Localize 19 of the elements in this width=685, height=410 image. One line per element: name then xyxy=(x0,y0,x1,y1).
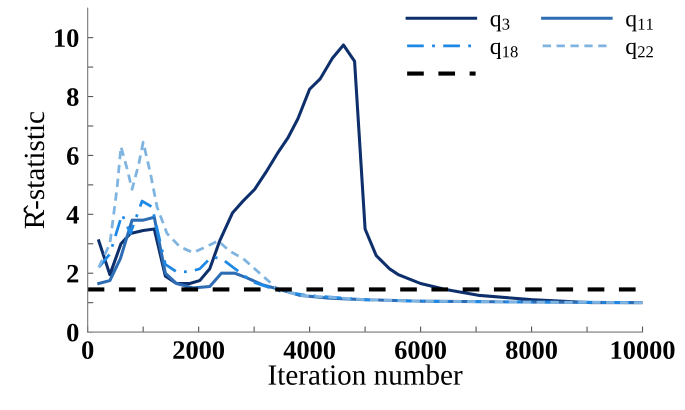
line-series xyxy=(97,140,643,304)
x-tick-label: 10000 xyxy=(612,341,675,360)
y-tick-label: 6 xyxy=(67,147,79,165)
y-tick-label: 2 xyxy=(67,264,78,282)
legend-label: q$_{18}$ xyxy=(490,42,518,59)
y-tick-label: 8 xyxy=(67,88,78,106)
y-tick-label: 4 xyxy=(66,206,79,224)
legend-label: q$_{3}$ xyxy=(490,14,510,32)
y-tick-label: 10 xyxy=(55,29,78,48)
x-tick-label: 4000 xyxy=(284,341,336,360)
legend-label: q$_{11}$ xyxy=(626,14,653,32)
x-tick-label: 8000 xyxy=(506,341,557,360)
x-tick-label: 6000 xyxy=(395,341,446,360)
x-tick-label: 2000 xyxy=(173,341,224,360)
x-axis-title: Iteration number xyxy=(268,364,462,385)
legend-label: q$_{22}$ xyxy=(626,42,653,59)
y-axis-title: R̂-statistic xyxy=(24,112,44,228)
x-tick-label: 0 xyxy=(82,341,94,360)
y-tick-label: 0 xyxy=(67,324,78,342)
